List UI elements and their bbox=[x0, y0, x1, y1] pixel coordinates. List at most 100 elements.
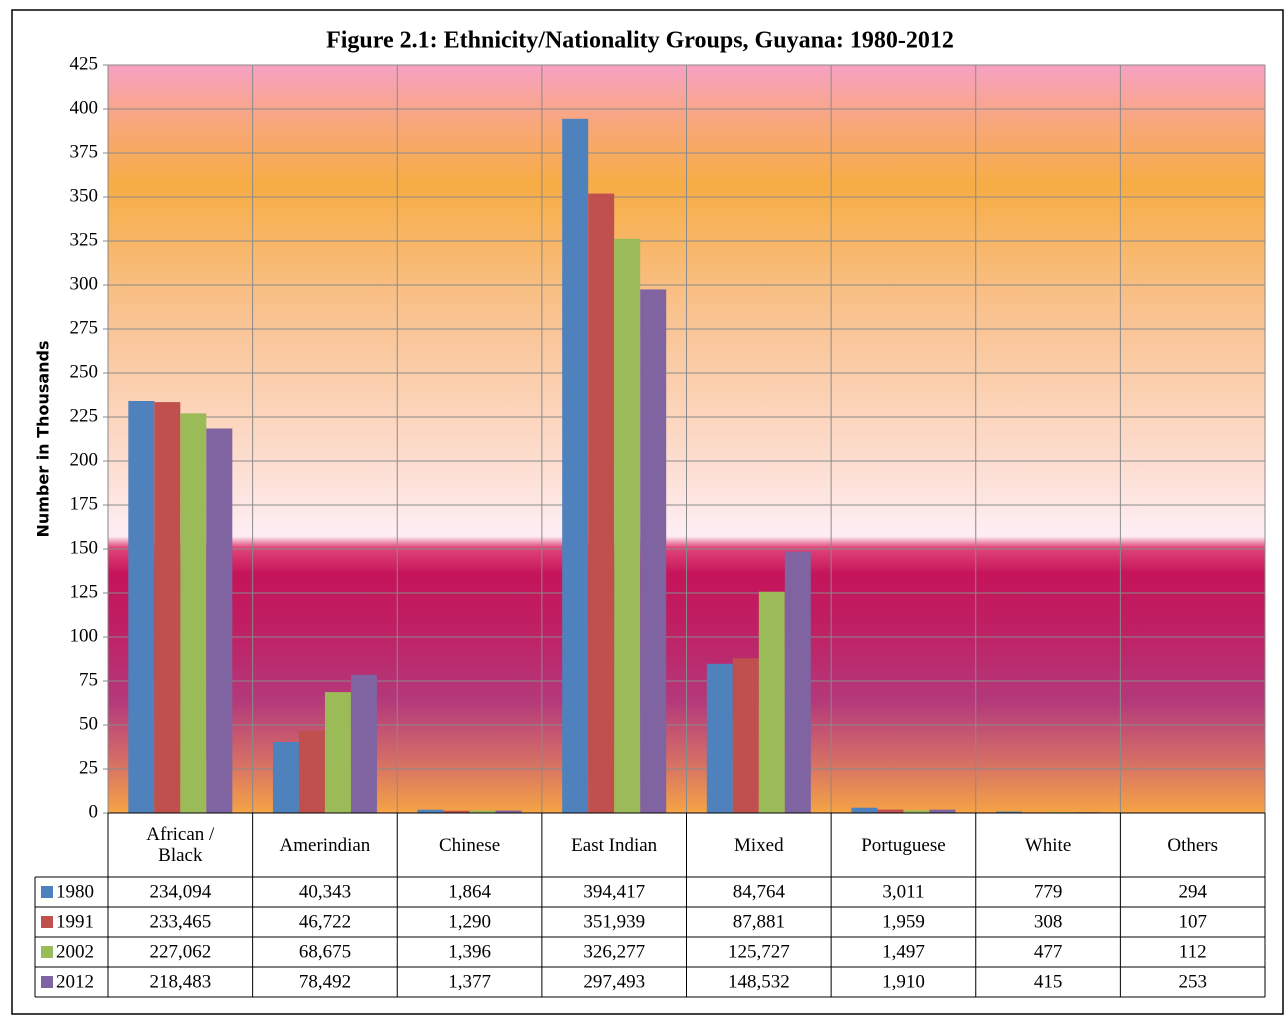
legend-label: 1991 bbox=[56, 911, 94, 932]
y-tick-label: 175 bbox=[70, 493, 99, 514]
bar bbox=[128, 400, 155, 813]
table-cell: 779 bbox=[1034, 881, 1063, 902]
table-cell: 3,011 bbox=[882, 881, 924, 902]
bar bbox=[180, 413, 207, 813]
y-tick-label: 75 bbox=[79, 669, 98, 690]
table-cell: 112 bbox=[1179, 941, 1207, 962]
table-cell: 125,727 bbox=[728, 941, 790, 962]
table-cell: 227,062 bbox=[149, 941, 211, 962]
y-tick-label: 0 bbox=[89, 801, 99, 822]
bar bbox=[443, 810, 470, 813]
bar bbox=[784, 551, 811, 813]
table-cell: 107 bbox=[1178, 911, 1207, 932]
table-cell: 326,277 bbox=[583, 941, 645, 962]
table-cell: 40,343 bbox=[299, 881, 351, 902]
bar bbox=[562, 118, 589, 814]
chart-title: Figure 2.1: Ethnicity/Nationality Groups… bbox=[326, 28, 954, 54]
x-tick-label: Mixed bbox=[734, 834, 784, 856]
table-cell: 308 bbox=[1034, 911, 1063, 932]
x-tick-label: Chinese bbox=[438, 834, 501, 856]
table-cell: 84,764 bbox=[733, 881, 786, 902]
y-tick-label: 375 bbox=[70, 141, 99, 162]
x-tick-label: Others bbox=[1167, 834, 1219, 856]
bar bbox=[350, 674, 377, 813]
y-tick-label: 425 bbox=[70, 53, 99, 74]
y-tick-label: 100 bbox=[70, 625, 99, 646]
legend-swatch bbox=[41, 886, 53, 898]
y-tick-label: 200 bbox=[70, 449, 99, 470]
bar bbox=[324, 692, 351, 813]
bar bbox=[758, 591, 785, 813]
table-cell: 1,396 bbox=[448, 941, 491, 962]
bar bbox=[588, 193, 615, 814]
bar bbox=[640, 289, 667, 813]
x-tick-label-box: African / Black bbox=[108, 813, 253, 877]
x-tick-label: Amerindian bbox=[279, 834, 371, 856]
y-axis-label: Number in Thousands bbox=[34, 340, 53, 537]
bar bbox=[417, 809, 444, 813]
x-tick-label-wrap: Amerindian bbox=[253, 813, 398, 877]
y-tick-label: 25 bbox=[79, 757, 98, 778]
table-cell: 1,864 bbox=[448, 881, 491, 902]
bar bbox=[706, 663, 733, 813]
table-cell: 218,483 bbox=[149, 971, 211, 992]
x-tick-label-box: Mixed bbox=[687, 813, 832, 877]
table-cell: 253 bbox=[1178, 971, 1207, 992]
table-cell: 1,377 bbox=[448, 971, 491, 992]
bar bbox=[877, 809, 904, 813]
x-tick-label-wrap: Portuguese bbox=[831, 813, 976, 877]
x-tick-label-box: East Indian bbox=[542, 813, 687, 877]
table-cell: 477 bbox=[1034, 941, 1063, 962]
x-tick-label-wrap: African / Black bbox=[108, 813, 253, 877]
x-tick-label: White bbox=[1024, 834, 1072, 856]
x-tick-label-wrap: East Indian bbox=[542, 813, 687, 877]
bar bbox=[495, 810, 522, 813]
legend-swatch bbox=[41, 976, 53, 988]
bar bbox=[851, 807, 878, 813]
x-tick-label-wrap: Mixed bbox=[687, 813, 832, 877]
bar bbox=[298, 730, 325, 813]
table-cell: 78,492 bbox=[299, 971, 351, 992]
y-tick-label: 275 bbox=[70, 317, 99, 338]
y-tick-label: 350 bbox=[70, 185, 99, 206]
y-tick-label: 250 bbox=[70, 361, 99, 382]
x-tick-label-box: Portuguese bbox=[831, 813, 976, 877]
bar bbox=[996, 811, 1023, 813]
x-tick-label-box: Chinese bbox=[397, 813, 542, 877]
table-cell: 1,910 bbox=[882, 971, 925, 992]
x-tick-label-box: Others bbox=[1120, 813, 1265, 877]
table-cell: 297,493 bbox=[583, 971, 645, 992]
table-cell: 415 bbox=[1034, 971, 1063, 992]
bar bbox=[732, 658, 759, 813]
x-tick-label-box: Amerindian bbox=[253, 813, 398, 877]
x-tick-label-wrap: Chinese bbox=[397, 813, 542, 877]
table-cell: 294 bbox=[1178, 881, 1207, 902]
x-tick-label: East Indian bbox=[571, 834, 658, 856]
table-cell: 68,675 bbox=[299, 941, 351, 962]
table-cell: 351,939 bbox=[583, 911, 645, 932]
table-cell: 1,959 bbox=[882, 911, 925, 932]
y-tick-label: 125 bbox=[70, 581, 99, 602]
legend-label: 2012 bbox=[56, 971, 94, 992]
table-cell: 1,497 bbox=[882, 941, 925, 962]
x-tick-label: Portuguese bbox=[861, 834, 946, 856]
bar bbox=[154, 402, 181, 813]
table-cell: 148,532 bbox=[728, 971, 790, 992]
y-tick-label: 225 bbox=[70, 405, 99, 426]
y-tick-label: 325 bbox=[70, 229, 99, 250]
bar bbox=[929, 809, 956, 813]
bar bbox=[272, 741, 299, 813]
legend-swatch bbox=[41, 916, 53, 928]
table-cell: 234,094 bbox=[149, 881, 211, 902]
table-cell: 1,290 bbox=[448, 911, 491, 932]
table-cell: 233,465 bbox=[149, 911, 211, 932]
x-tick-label-box: White bbox=[976, 813, 1121, 877]
y-tick-label: 400 bbox=[70, 97, 99, 118]
legend-swatch bbox=[41, 946, 53, 958]
x-tick-label-wrap: Others bbox=[1120, 813, 1265, 877]
y-tick-label: 300 bbox=[70, 273, 99, 294]
table-cell: 394,417 bbox=[583, 881, 645, 902]
x-tick-label-wrap: White bbox=[976, 813, 1121, 877]
